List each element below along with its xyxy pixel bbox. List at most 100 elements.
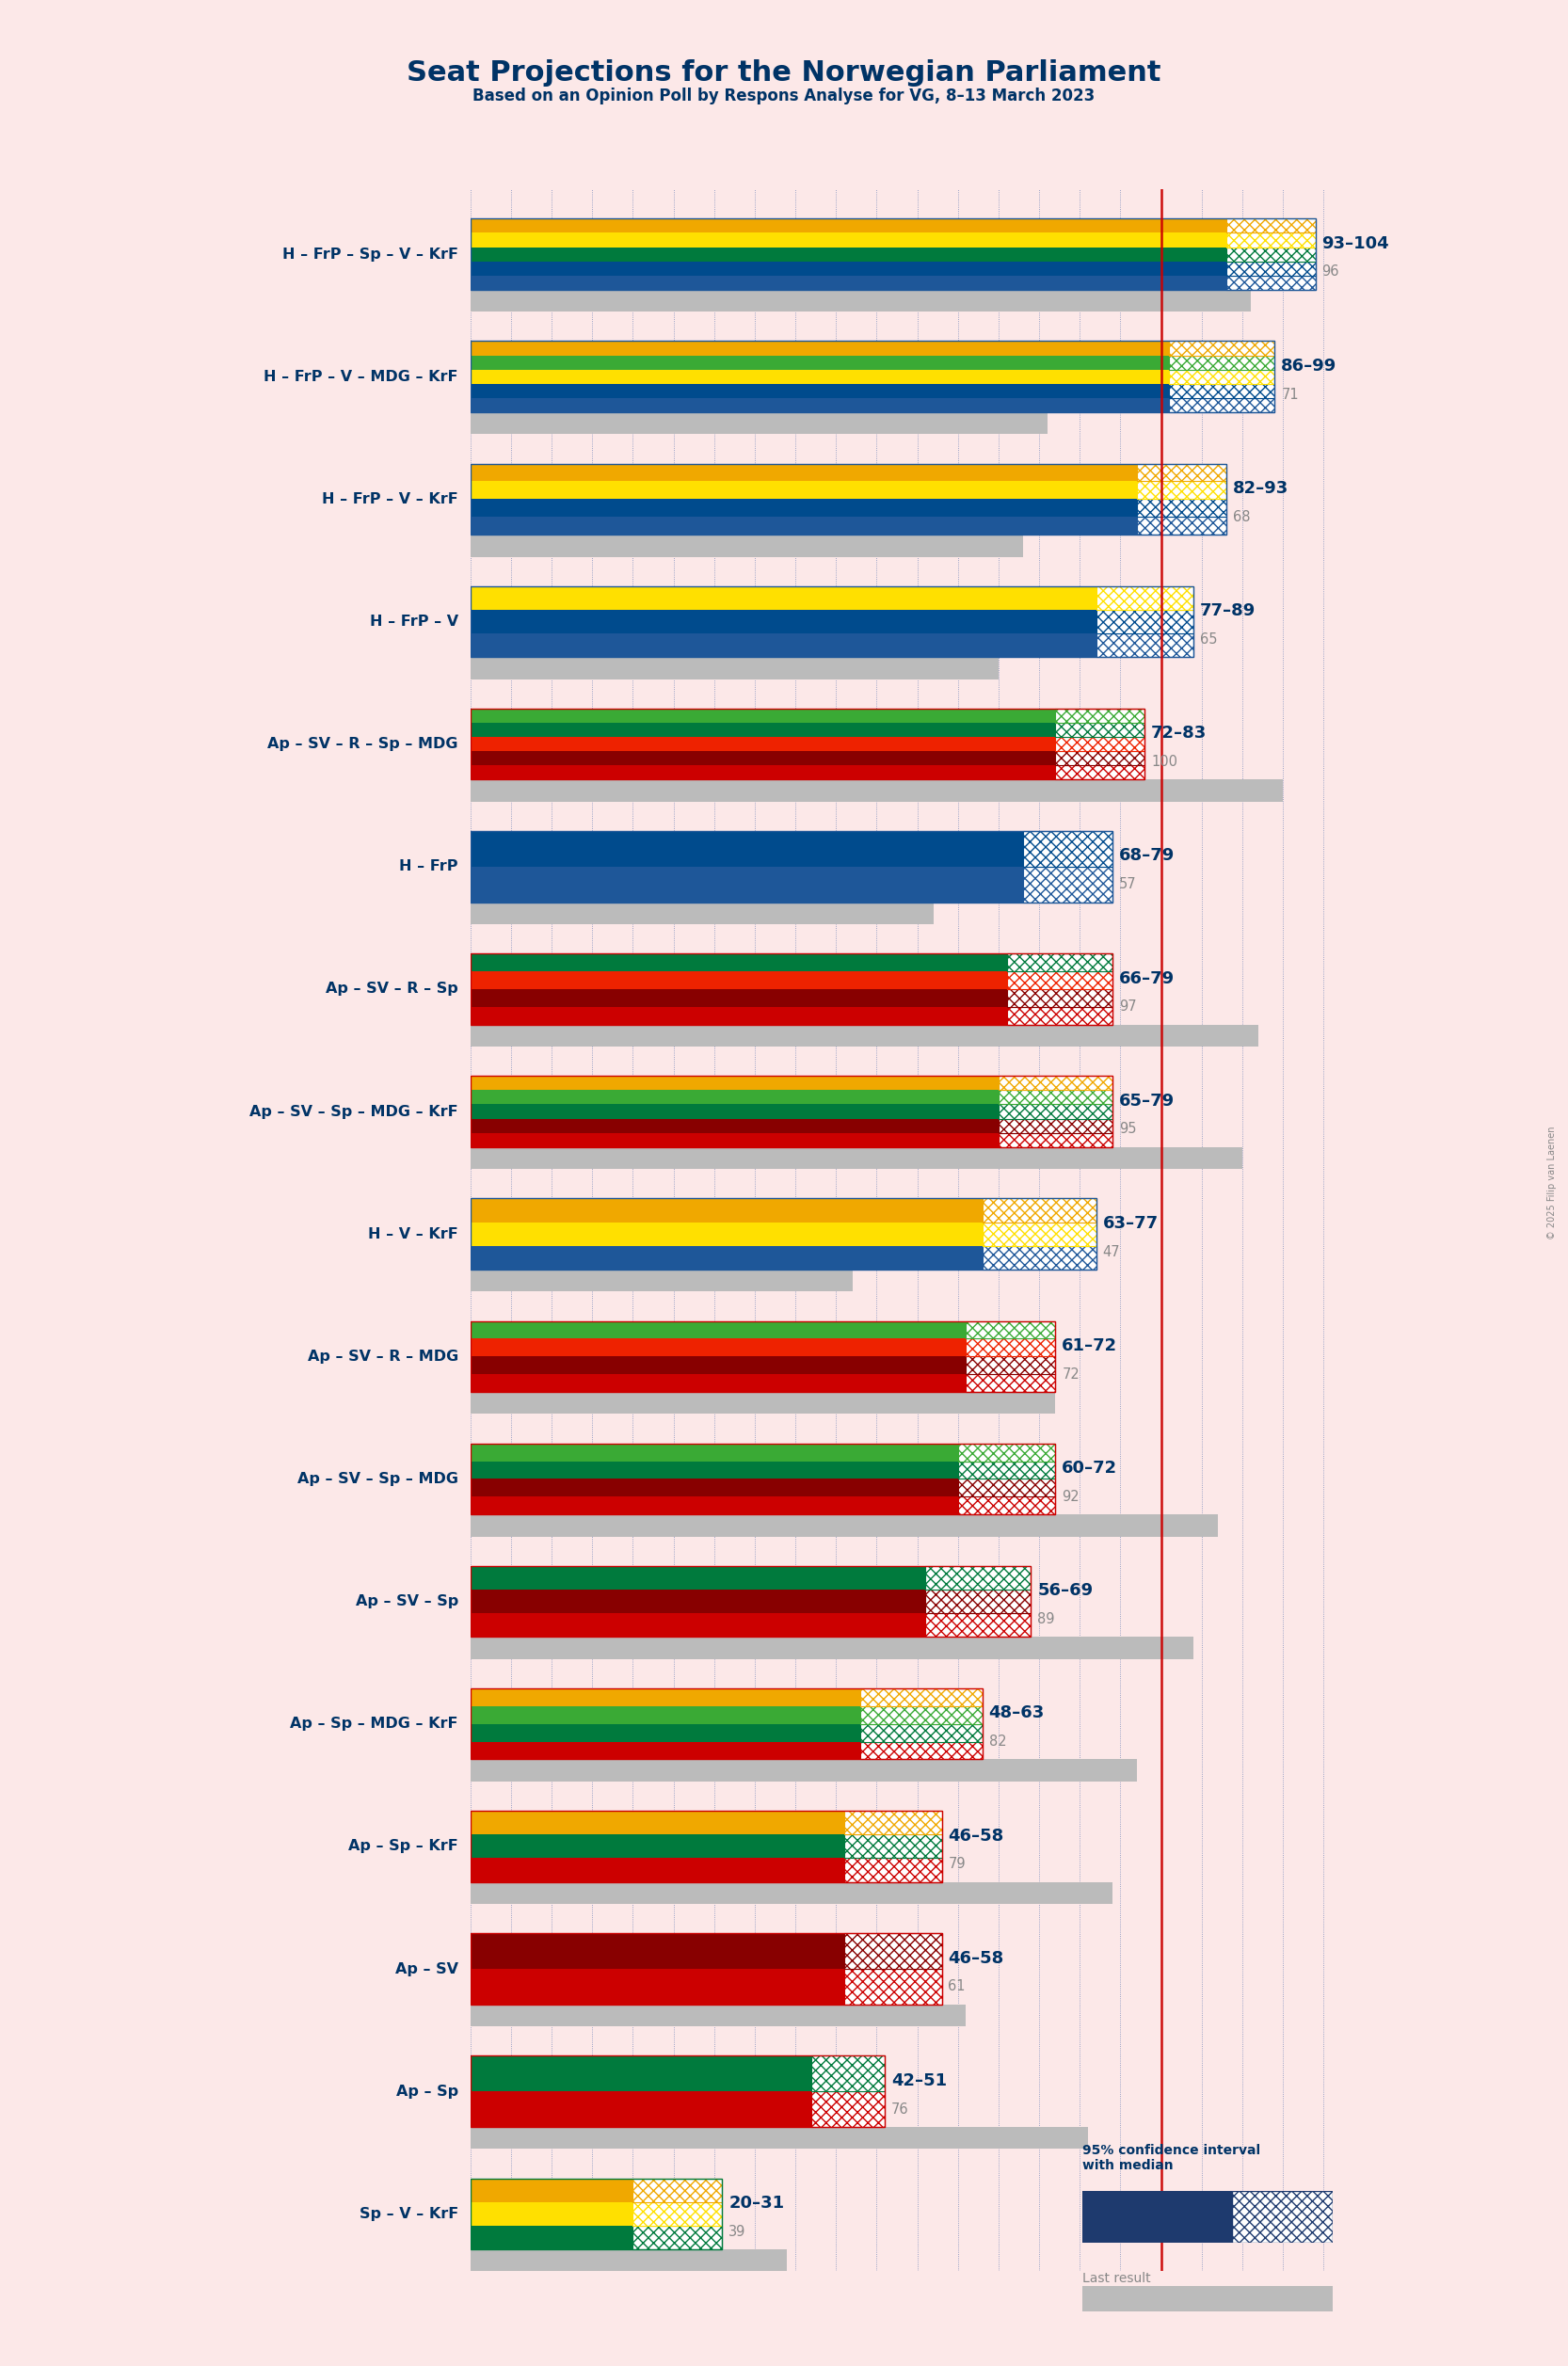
Text: 86–99: 86–99 <box>1281 357 1338 374</box>
Bar <box>982 1223 1096 1247</box>
Bar <box>1055 736 1145 750</box>
Bar <box>633 2179 723 2203</box>
Bar <box>812 2092 884 2127</box>
Bar <box>470 1566 1032 1637</box>
Bar <box>844 1969 942 2004</box>
Bar <box>470 341 1170 355</box>
Bar <box>1170 397 1275 412</box>
Bar <box>1137 480 1226 499</box>
Bar <box>470 1200 982 1223</box>
Bar <box>470 535 1022 556</box>
Text: 79: 79 <box>949 1857 966 1872</box>
Bar <box>861 1741 982 1760</box>
Bar <box>470 218 1316 289</box>
Bar <box>470 499 1137 516</box>
Bar <box>470 1590 925 1614</box>
Bar <box>925 1590 1032 1614</box>
Bar <box>844 1834 942 1857</box>
Text: Ap – SV – Sp: Ap – SV – Sp <box>356 1595 458 1609</box>
Bar <box>470 1933 844 1969</box>
Bar <box>1055 767 1145 781</box>
Text: H – FrP – V: H – FrP – V <box>370 615 458 629</box>
Bar <box>470 1375 966 1391</box>
Bar <box>1007 972 1112 989</box>
Bar <box>470 1008 1007 1024</box>
Bar <box>1055 722 1145 736</box>
Bar <box>470 1479 958 1498</box>
Text: 66–79: 66–79 <box>1120 970 1174 987</box>
Text: 47: 47 <box>1102 1245 1120 1259</box>
Text: 77–89: 77–89 <box>1200 603 1256 620</box>
Bar <box>999 1091 1112 1105</box>
Text: 39: 39 <box>729 2224 746 2238</box>
Bar <box>470 1760 1137 1782</box>
Bar <box>470 1271 853 1292</box>
Text: 63–77: 63–77 <box>1102 1214 1159 1233</box>
Bar <box>470 1741 861 1760</box>
Bar <box>470 412 1047 435</box>
Bar <box>470 1391 1055 1415</box>
Bar <box>633 2226 723 2250</box>
Bar <box>470 707 1145 781</box>
Bar <box>1170 355 1275 369</box>
Text: 48–63: 48–63 <box>989 1706 1044 1722</box>
Text: Seat Projections for the Norwegian Parliament: Seat Projections for the Norwegian Parli… <box>406 59 1162 88</box>
Bar <box>470 587 1193 658</box>
Bar <box>1007 989 1112 1008</box>
Text: 46–58: 46–58 <box>949 1950 1004 1966</box>
Bar <box>470 1689 861 1706</box>
Bar <box>1226 260 1316 274</box>
Bar <box>470 1725 861 1741</box>
Bar <box>633 2203 723 2226</box>
Text: 71: 71 <box>1281 388 1298 402</box>
Text: 100: 100 <box>1151 755 1178 769</box>
Text: 93–104: 93–104 <box>1322 234 1389 253</box>
Bar <box>470 2179 723 2250</box>
Bar <box>470 1077 999 1091</box>
Bar <box>470 1462 958 1479</box>
Bar <box>1096 610 1193 634</box>
Bar <box>1137 464 1226 480</box>
Bar <box>470 1498 958 1514</box>
Bar <box>470 1223 982 1247</box>
Bar <box>470 953 1007 972</box>
Bar <box>470 464 1226 535</box>
Bar <box>470 516 1137 535</box>
Text: 82–93: 82–93 <box>1232 480 1289 497</box>
Text: 68–79: 68–79 <box>1120 847 1174 864</box>
Bar <box>470 1091 999 1105</box>
Bar <box>812 2056 884 2092</box>
Text: 65–79: 65–79 <box>1120 1093 1174 1110</box>
Bar <box>844 1857 942 1881</box>
Bar <box>999 1119 1112 1133</box>
Bar <box>966 1320 1055 1339</box>
Bar <box>470 2092 812 2127</box>
Bar <box>1226 246 1316 260</box>
Bar <box>470 1356 966 1375</box>
Text: Ap – Sp – KrF: Ap – Sp – KrF <box>348 1838 458 1853</box>
Bar <box>861 1689 982 1706</box>
Bar <box>470 767 1055 781</box>
Text: 57: 57 <box>1120 878 1137 892</box>
Bar <box>470 480 1137 499</box>
Bar <box>470 1133 999 1148</box>
Bar <box>958 1479 1055 1498</box>
Bar <box>1226 274 1316 289</box>
Bar <box>470 1247 982 1271</box>
Text: Ap – SV: Ap – SV <box>395 1961 458 1976</box>
Bar <box>470 341 1275 412</box>
Text: © 2025 Filip van Laenen: © 2025 Filip van Laenen <box>1548 1126 1557 1240</box>
Bar <box>966 1339 1055 1356</box>
Text: Ap – Sp: Ap – Sp <box>397 2084 458 2099</box>
Bar <box>470 707 1055 722</box>
Bar <box>958 1443 1055 1462</box>
Bar <box>470 901 933 925</box>
Text: 96: 96 <box>1322 265 1339 279</box>
Bar <box>470 1689 982 1760</box>
Bar <box>470 830 1022 866</box>
Bar <box>470 383 1170 397</box>
Bar <box>470 1105 999 1119</box>
Bar <box>861 1706 982 1725</box>
Bar <box>470 464 1137 480</box>
Bar <box>470 355 1170 369</box>
